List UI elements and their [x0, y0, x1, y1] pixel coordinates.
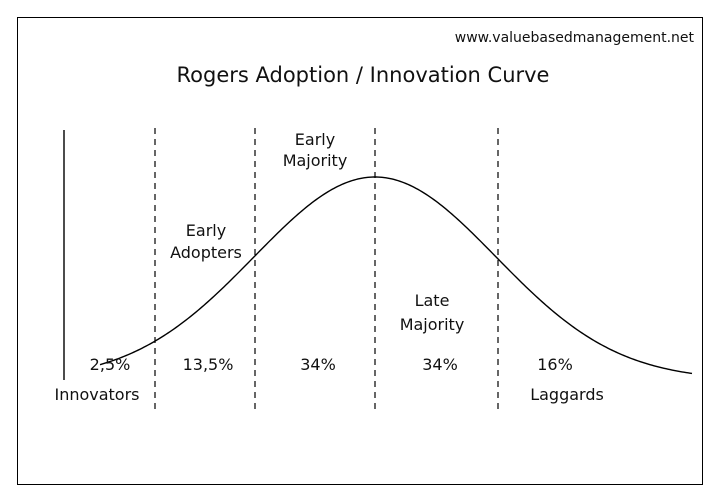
label-early-majority-line2: Majority	[283, 151, 348, 170]
bell-curve	[99, 176, 693, 375]
label-early-adopters-line2: Adopters	[170, 243, 242, 262]
label-late-majority-line2: Majority	[400, 315, 465, 334]
label-late-majority-line1: Late	[415, 291, 450, 310]
percent-laggards: 16%	[537, 355, 573, 374]
label-early-majority-line1: Early	[295, 130, 335, 149]
diagram-title: Rogers Adoption / Innovation Curve	[177, 63, 550, 87]
diagram-frame	[17, 17, 703, 485]
percent-late-majority: 34%	[422, 355, 458, 374]
percent-innovators: 2,5%	[90, 355, 131, 374]
label-laggards: Laggards	[530, 385, 604, 404]
label-innovators: Innovators	[54, 385, 139, 404]
percent-early-adopters: 13,5%	[183, 355, 234, 374]
percent-early-majority: 34%	[300, 355, 336, 374]
source-url: www.valuebasedmanagement.net	[455, 30, 695, 46]
label-early-adopters-line1: Early	[186, 221, 226, 240]
